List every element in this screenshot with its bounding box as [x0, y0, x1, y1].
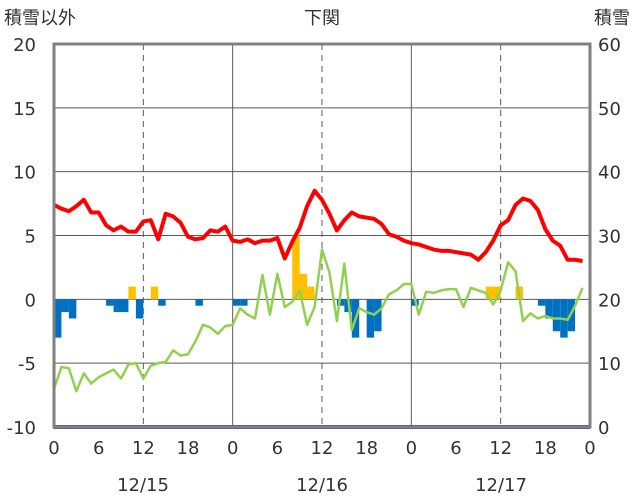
- precip-bar: [128, 286, 136, 300]
- right-tick-label: 60: [598, 35, 621, 56]
- x-tick-label: 0: [48, 438, 59, 459]
- x-tick-label: 0: [227, 438, 238, 459]
- x-tick-label: 6: [450, 438, 461, 459]
- precip-bar: [158, 299, 166, 306]
- left-tick-label: 10: [13, 163, 36, 184]
- x-tick-label: 0: [406, 438, 417, 459]
- precip-bar: [195, 299, 203, 306]
- x-tick-label: 18: [534, 438, 557, 459]
- right-tick-label: 20: [598, 290, 621, 311]
- date-label-1215: 12/15: [117, 475, 169, 496]
- grid: [54, 44, 590, 427]
- precip-bar: [68, 299, 77, 319]
- precip-bar: [106, 299, 114, 306]
- x-tick-label: 12: [132, 438, 155, 459]
- precip-bar: [299, 273, 308, 300]
- left-tick-label: -5: [18, 354, 36, 375]
- precip-bar: [135, 299, 144, 319]
- x-tick-label: 18: [177, 438, 200, 459]
- right-axis-label: 積雪: [594, 8, 630, 29]
- x-tick-label: 0: [584, 438, 595, 459]
- x-tick-label: 18: [355, 438, 378, 459]
- x-tick-label: 6: [272, 438, 283, 459]
- precip-bar: [240, 299, 248, 306]
- precip-bar: [552, 299, 561, 332]
- precip-bar: [485, 286, 494, 300]
- precip-bar: [232, 299, 241, 306]
- right-tick-label: 0: [598, 418, 609, 439]
- precip-bar: [493, 286, 501, 300]
- left-tick-label: 5: [25, 227, 36, 248]
- right-tick-label: 40: [598, 163, 621, 184]
- green-series-line: [52, 248, 584, 393]
- precip-bar: [61, 299, 69, 313]
- plot-frame: [52, 42, 592, 429]
- date-label-1217: 12/17: [475, 475, 527, 496]
- right-tick-label: 30: [598, 227, 621, 248]
- x-tick-label: 12: [489, 438, 512, 459]
- left-axis-label: 積雪以外: [4, 8, 76, 29]
- precip-bar: [537, 299, 546, 306]
- precipitation-bars: [54, 235, 576, 338]
- precip-bar: [366, 299, 375, 338]
- left-tick-label: 15: [13, 99, 36, 120]
- precip-bar: [113, 299, 121, 313]
- precip-bar: [150, 286, 159, 300]
- left-tick-label: 20: [13, 35, 36, 56]
- left-tick-label: -10: [7, 418, 36, 439]
- right-tick-label: 50: [598, 99, 621, 120]
- precip-bar: [336, 299, 345, 306]
- right-tick-label: 10: [598, 354, 621, 375]
- precip-bar: [307, 286, 315, 300]
- left-tick-label: 0: [25, 290, 36, 311]
- precip-bar: [545, 299, 553, 319]
- date-label-1216: 12/16: [296, 475, 348, 496]
- precip-bar: [374, 299, 382, 332]
- temperature-line: [53, 188, 583, 264]
- x-tick-label: 12: [311, 438, 334, 459]
- precip-bar: [121, 299, 129, 313]
- x-tick-label: 6: [93, 438, 104, 459]
- station-title: 下関: [304, 8, 340, 29]
- precip-bar: [292, 235, 300, 300]
- precip-bar: [54, 299, 62, 338]
